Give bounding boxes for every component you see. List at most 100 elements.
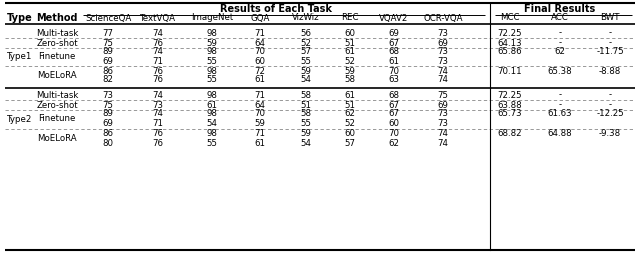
Text: 57: 57 xyxy=(344,139,355,147)
Text: -: - xyxy=(609,100,612,110)
Text: 74: 74 xyxy=(438,139,449,147)
Text: 55: 55 xyxy=(207,139,218,147)
Text: 73: 73 xyxy=(438,56,449,66)
Text: 60: 60 xyxy=(344,129,355,139)
Text: BWT: BWT xyxy=(600,14,620,22)
Text: 82: 82 xyxy=(102,75,113,85)
Text: 54: 54 xyxy=(207,118,218,128)
Text: 61: 61 xyxy=(207,100,218,110)
Text: 73: 73 xyxy=(438,48,449,56)
Text: 86: 86 xyxy=(102,129,113,139)
Text: 98: 98 xyxy=(207,110,218,118)
Text: 65.86: 65.86 xyxy=(498,48,522,56)
Text: 71: 71 xyxy=(255,28,266,38)
Text: 98: 98 xyxy=(207,28,218,38)
Text: 89: 89 xyxy=(102,48,113,56)
Text: 59: 59 xyxy=(301,129,312,139)
Text: 70: 70 xyxy=(388,129,399,139)
Text: 80: 80 xyxy=(102,139,113,147)
Text: Zero-shot: Zero-shot xyxy=(36,39,78,48)
Text: Method: Method xyxy=(36,13,77,23)
Text: 57: 57 xyxy=(301,48,312,56)
Text: 61: 61 xyxy=(344,91,355,99)
Text: 98: 98 xyxy=(207,48,218,56)
Text: 69: 69 xyxy=(102,56,113,66)
Text: 59: 59 xyxy=(207,39,218,48)
Text: 62: 62 xyxy=(388,139,399,147)
Text: 55: 55 xyxy=(207,75,218,85)
Text: VQAV2: VQAV2 xyxy=(380,14,409,22)
Text: 73: 73 xyxy=(102,91,113,99)
Text: ScienceQA: ScienceQA xyxy=(85,14,131,22)
Text: 64.13: 64.13 xyxy=(498,39,522,48)
Text: 69: 69 xyxy=(438,39,449,48)
Text: MoELoRA: MoELoRA xyxy=(37,71,77,80)
Text: 54: 54 xyxy=(301,75,312,85)
Text: 58: 58 xyxy=(301,110,312,118)
Text: 69: 69 xyxy=(388,28,399,38)
Text: Type2: Type2 xyxy=(7,115,33,123)
Text: 54: 54 xyxy=(301,139,312,147)
Text: 63.88: 63.88 xyxy=(498,100,522,110)
Text: Type: Type xyxy=(7,13,33,23)
Text: 89: 89 xyxy=(102,110,113,118)
Text: 75: 75 xyxy=(102,39,113,48)
Text: 61: 61 xyxy=(388,56,399,66)
Text: 51: 51 xyxy=(344,39,355,48)
Text: 73: 73 xyxy=(438,110,449,118)
Text: 62: 62 xyxy=(554,48,566,56)
Text: Multi-task: Multi-task xyxy=(36,28,78,38)
Text: -8.88: -8.88 xyxy=(599,67,621,75)
Text: 72.25: 72.25 xyxy=(498,91,522,99)
Text: 98: 98 xyxy=(207,91,218,99)
Text: 76: 76 xyxy=(152,139,163,147)
Text: 73: 73 xyxy=(152,100,163,110)
Text: Type1: Type1 xyxy=(7,52,33,61)
Text: 51: 51 xyxy=(344,100,355,110)
Text: 73: 73 xyxy=(438,28,449,38)
Text: 74: 74 xyxy=(152,48,163,56)
Text: 76: 76 xyxy=(152,67,163,75)
Text: Final Results: Final Results xyxy=(524,4,596,14)
Text: 52: 52 xyxy=(344,56,355,66)
Text: 76: 76 xyxy=(152,75,163,85)
Text: 59: 59 xyxy=(255,118,266,128)
Text: 64.88: 64.88 xyxy=(548,129,572,139)
Text: -: - xyxy=(609,91,612,99)
Text: 55: 55 xyxy=(207,56,218,66)
Text: 74: 74 xyxy=(438,129,449,139)
Text: 64: 64 xyxy=(255,39,266,48)
Text: 51: 51 xyxy=(301,100,312,110)
Text: 98: 98 xyxy=(207,67,218,75)
Text: 52: 52 xyxy=(301,39,312,48)
Text: 59: 59 xyxy=(301,67,312,75)
Text: 72.25: 72.25 xyxy=(498,28,522,38)
Text: -: - xyxy=(559,100,561,110)
Text: 60: 60 xyxy=(255,56,266,66)
Text: 75: 75 xyxy=(438,91,449,99)
Text: 86: 86 xyxy=(102,67,113,75)
Text: 70.11: 70.11 xyxy=(498,67,522,75)
Text: Zero-shot: Zero-shot xyxy=(36,100,78,110)
Text: 59: 59 xyxy=(344,67,355,75)
Text: TextVQA: TextVQA xyxy=(140,14,176,22)
Text: Finetune: Finetune xyxy=(38,52,76,61)
Text: ACC: ACC xyxy=(551,14,569,22)
Text: 62: 62 xyxy=(344,110,355,118)
Text: -: - xyxy=(559,28,561,38)
Text: 71: 71 xyxy=(255,91,266,99)
Text: 55: 55 xyxy=(301,118,312,128)
Text: 65.73: 65.73 xyxy=(498,110,522,118)
Text: 73: 73 xyxy=(438,118,449,128)
Text: 63: 63 xyxy=(388,75,399,85)
Text: 70: 70 xyxy=(388,67,399,75)
Text: Multi-task: Multi-task xyxy=(36,91,78,99)
Text: 61: 61 xyxy=(255,139,266,147)
Text: 77: 77 xyxy=(102,28,113,38)
Text: 74: 74 xyxy=(152,28,163,38)
Text: 74: 74 xyxy=(152,91,163,99)
Text: 61: 61 xyxy=(344,48,355,56)
Text: Results of Each Task: Results of Each Task xyxy=(220,4,332,14)
Text: 64: 64 xyxy=(255,100,266,110)
Text: 68.82: 68.82 xyxy=(498,129,522,139)
